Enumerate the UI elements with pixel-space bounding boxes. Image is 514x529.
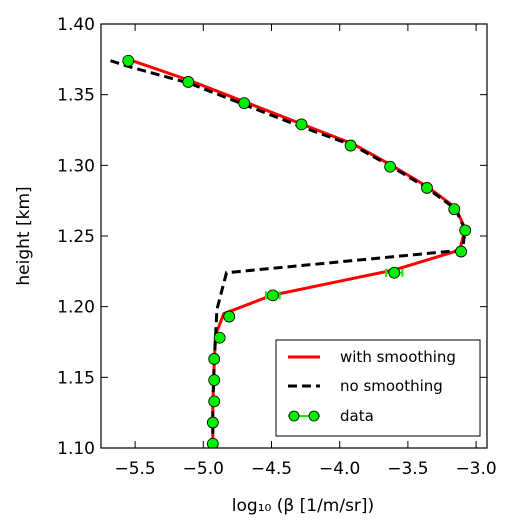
y-tick-label: 1.15 <box>57 368 95 388</box>
data-point <box>208 353 221 365</box>
data-point <box>208 374 221 387</box>
x-tick-label: −4.5 <box>251 459 292 479</box>
data-point <box>295 118 308 131</box>
y-tick-label: 1.30 <box>57 156 95 176</box>
legend-label-data: data <box>340 407 374 425</box>
legend-swatch-data <box>288 410 320 422</box>
data-point <box>206 437 219 448</box>
data-point <box>223 310 236 323</box>
data-point <box>455 245 467 258</box>
data-point <box>206 416 219 429</box>
x-tick-label: −4.0 <box>319 459 360 479</box>
data-point <box>448 203 461 216</box>
data-point <box>122 54 135 67</box>
data-point <box>182 76 195 88</box>
legend-label-no-smoothing: no smoothing <box>340 377 443 395</box>
y-tick-label: 1.40 <box>57 15 95 35</box>
legend-label-with-smoothing: with smoothing <box>340 348 456 366</box>
y-tick-label: 1.35 <box>57 86 95 106</box>
y-tick-label: 1.25 <box>57 227 95 247</box>
x-tick-label: −3.0 <box>455 459 496 479</box>
y-axis-title: height [km] <box>14 186 34 285</box>
data-point <box>421 182 433 194</box>
data-point <box>384 160 397 173</box>
data-point <box>213 331 226 344</box>
data-point <box>238 97 251 110</box>
x-tick-label: −5.5 <box>114 459 155 479</box>
x-axis-title: log₁₀ (β [1/m/sr]) <box>232 496 374 516</box>
x-tick-label: −5.0 <box>183 459 224 479</box>
y-tick-label: 1.20 <box>57 298 95 318</box>
data-point <box>459 224 472 237</box>
legend: with smoothing no smoothing data <box>275 339 481 437</box>
data-point <box>344 139 357 152</box>
axis-ticks: −5.5 −5.0 −4.5 −4.0 −3.5 −3.0 1.10 1.15 1.20 1.25… <box>57 15 497 479</box>
data-point <box>266 289 279 302</box>
y-tick-label: 1.10 <box>57 439 95 459</box>
x-tick-label: −3.5 <box>387 459 428 479</box>
plot-series <box>110 54 472 448</box>
data-point <box>208 395 221 408</box>
data-point <box>388 266 401 279</box>
